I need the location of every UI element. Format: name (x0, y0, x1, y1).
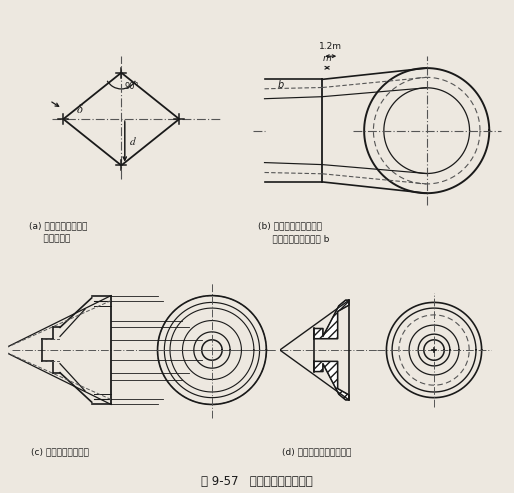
Text: (d) 画剖面线，修饰并加深: (d) 画剖面线，修饰并加深 (282, 448, 352, 457)
Text: m: m (323, 54, 332, 63)
Text: 90°: 90° (124, 82, 139, 91)
Text: 1.2m: 1.2m (319, 42, 342, 51)
Text: (b) 画出齿顶线（圆）、
     齿根线，并定出齿宽 b: (b) 画出齿顶线（圆）、 齿根线，并定出齿宽 b (258, 221, 329, 244)
Text: d: d (130, 137, 136, 147)
Text: (c) 画出其他投影轮廓: (c) 画出其他投影轮廓 (30, 448, 88, 457)
Text: (a) 定出分度圆直径、
     分度圆锥角: (a) 定出分度圆直径、 分度圆锥角 (29, 221, 87, 244)
Text: 图 9-57   圆锥齿轮的画图步骤: 图 9-57 圆锥齿轮的画图步骤 (201, 475, 313, 488)
Text: δ: δ (77, 104, 82, 116)
Text: b: b (278, 80, 284, 90)
